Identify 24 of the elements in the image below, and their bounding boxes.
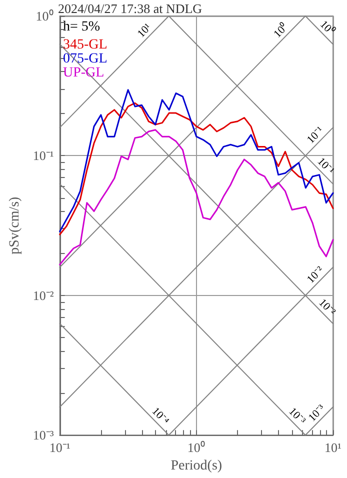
annotation: 10⁰ xyxy=(317,18,338,38)
annotation: 10⁻¹ xyxy=(314,155,336,177)
y-tick-label: 10⁰ xyxy=(36,8,54,24)
y-tick-label: 10⁻³ xyxy=(32,428,54,443)
y-axis-title: pSv(cm/s) xyxy=(8,196,22,254)
annotation: 10⁻² xyxy=(304,264,327,286)
text: UP-GL xyxy=(63,66,104,80)
chart-title: 2024/04/27 17:38 at NDLG xyxy=(58,1,202,16)
text: 075-GL xyxy=(63,52,108,66)
annotation: 10⁻³ xyxy=(306,402,328,424)
annotation: 10¹ xyxy=(135,21,154,40)
y-tick-label: 10⁻¹ xyxy=(32,148,54,164)
x-tick-label: 10⁻¹ xyxy=(49,440,70,456)
y-tick-label: 10⁻² xyxy=(32,288,54,303)
annotation: 10⁻³ xyxy=(286,405,308,428)
annotation: 10⁰ xyxy=(270,20,291,40)
annotation: 10⁻¹ xyxy=(304,124,326,146)
text: 345-GL xyxy=(63,38,108,52)
x-tick-label: 10¹ xyxy=(324,440,342,456)
x-tick-label: 10⁰ xyxy=(187,440,206,456)
annotation: h= 5% xyxy=(63,20,100,34)
annotation: 10⁻² xyxy=(316,296,338,319)
annotation: 10⁻⁴ xyxy=(149,405,172,428)
x-axis-title: Period(s) xyxy=(170,458,222,474)
